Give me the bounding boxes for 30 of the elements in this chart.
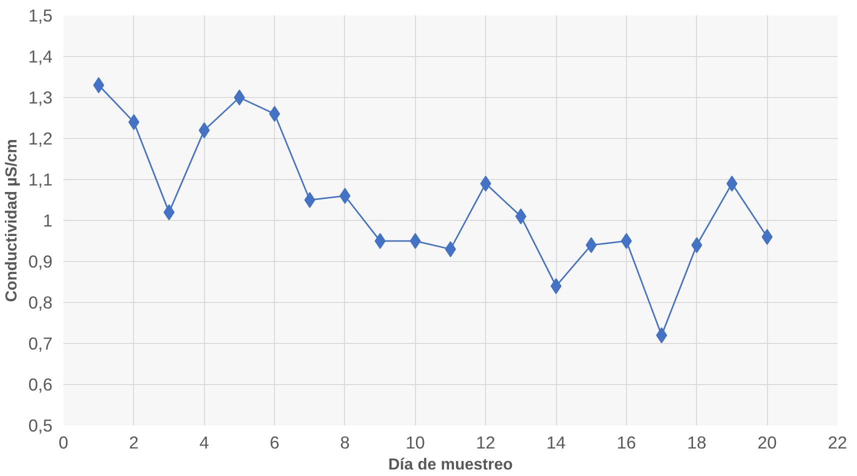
- x-tick-label: 14: [546, 432, 566, 452]
- x-tick-label: 6: [270, 432, 280, 452]
- y-tick-label: 1,1: [28, 170, 53, 190]
- point: [304, 192, 316, 208]
- y-tick-label: 1,2: [28, 128, 53, 148]
- point: [234, 90, 245, 106]
- x-tick-label: 22: [828, 432, 848, 452]
- y-tick-label: 1,4: [28, 46, 53, 66]
- x-tick-label: 12: [476, 432, 496, 452]
- y-tick-label: 1: [42, 210, 53, 230]
- x-tick-label: 10: [406, 432, 425, 452]
- y-axis-title: Conductividad µS/cm: [3, 138, 20, 302]
- x-tick-label: 8: [340, 432, 350, 452]
- point: [410, 233, 421, 249]
- y-tick-label: 1,5: [28, 6, 53, 26]
- x-tick-label: 0: [58, 432, 68, 452]
- y-tick-label: 0,9: [28, 252, 53, 272]
- point: [374, 233, 386, 249]
- x-tick-label: 20: [758, 432, 777, 452]
- y-tick-label: 1,3: [28, 88, 53, 108]
- x-tick-label: 4: [199, 432, 210, 452]
- y-tick-label: 0,8: [28, 292, 53, 312]
- x-axis-title: Día de muestreo: [388, 456, 513, 474]
- y-tick-label: 0,6: [28, 374, 53, 394]
- y-tick-label: 0,5: [28, 416, 53, 436]
- x-tick-label: 16: [616, 432, 636, 452]
- x-tick-label: 2: [129, 432, 139, 452]
- x-tick-label: 18: [687, 432, 706, 452]
- point: [620, 233, 632, 249]
- y-tick-label: 0,7: [28, 334, 53, 354]
